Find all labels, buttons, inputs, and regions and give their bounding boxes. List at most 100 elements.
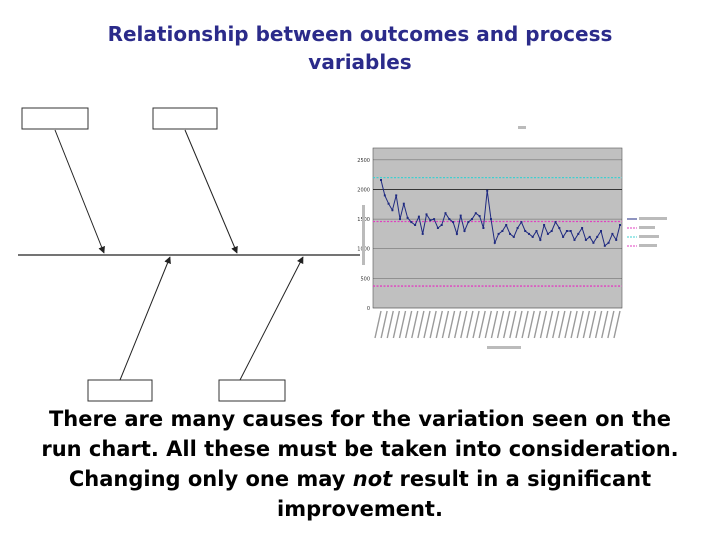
chart-point bbox=[524, 230, 527, 232]
chart-xtick-label-mark bbox=[613, 310, 621, 339]
chart-xtick-label-mark bbox=[404, 310, 413, 339]
chart-xtick-label-mark bbox=[533, 310, 542, 339]
chart-point bbox=[417, 215, 420, 218]
chart-point bbox=[452, 221, 455, 224]
chart-point bbox=[611, 232, 614, 235]
chart-point bbox=[562, 235, 565, 238]
chart-point bbox=[406, 216, 409, 219]
chart-xtick-label-mark bbox=[460, 310, 468, 339]
chart-point bbox=[539, 238, 542, 241]
caption-line-3: Changing only one may not result in a si… bbox=[20, 464, 700, 494]
chart-point bbox=[471, 218, 473, 221]
chart-point bbox=[543, 224, 546, 226]
chart-point bbox=[550, 230, 553, 232]
chart-top-label bbox=[518, 126, 526, 129]
chart-xtick-label-mark bbox=[503, 310, 511, 339]
chart-point bbox=[577, 232, 580, 235]
caption-emphasis: not bbox=[352, 467, 393, 491]
chart-point bbox=[512, 235, 515, 238]
cause-box-bottom-right bbox=[218, 379, 286, 402]
chart-gridlines bbox=[373, 159, 622, 309]
chart-xtick-label-mark bbox=[521, 310, 529, 339]
chart-xtick-label-mark bbox=[539, 310, 548, 339]
chart-point bbox=[505, 224, 508, 226]
caption-line-3-end: result in a significant bbox=[392, 467, 652, 491]
chart-point bbox=[573, 238, 576, 241]
caption-line-4: improvement. bbox=[277, 497, 443, 521]
chart-point bbox=[615, 238, 618, 241]
chart-point bbox=[509, 232, 511, 235]
chart-point bbox=[425, 213, 428, 216]
caption-line-2: run chart. All these must be taken into … bbox=[41, 437, 679, 461]
chart-point bbox=[501, 230, 504, 232]
chart-xtick-label-mark bbox=[374, 310, 382, 339]
chart-ytick-label: 0 bbox=[367, 306, 370, 312]
chart-xtick-labels bbox=[374, 310, 621, 339]
run-chart-plot-area bbox=[372, 147, 623, 309]
chart-point bbox=[516, 227, 519, 229]
chart-point bbox=[402, 202, 405, 205]
chart-series-line bbox=[380, 179, 621, 247]
slide-title: Relationship between outcomes and proces… bbox=[40, 20, 680, 76]
chart-xtick-label-mark bbox=[588, 310, 597, 339]
chart-point bbox=[531, 235, 534, 238]
chart-xtick-label-mark bbox=[484, 310, 492, 339]
chart-point bbox=[448, 218, 451, 221]
chart-xtick-label-mark bbox=[594, 310, 603, 339]
branch-arrow-top-left bbox=[54, 129, 105, 254]
chart-xtick-label-mark bbox=[453, 310, 462, 339]
chart-xtick-label-mark bbox=[527, 310, 535, 339]
chart-xtick-label-mark bbox=[398, 310, 407, 339]
chart-point bbox=[395, 194, 398, 197]
chart-point bbox=[535, 230, 538, 232]
chart-point bbox=[546, 232, 549, 235]
slide-caption: There are many causes for the variation … bbox=[20, 404, 700, 524]
chart-xtick-label-mark bbox=[435, 310, 443, 339]
chart-xtick-label-mark bbox=[380, 310, 388, 339]
chart-xtick-label-mark bbox=[576, 310, 584, 339]
chart-point bbox=[474, 212, 477, 215]
chart-point bbox=[493, 241, 496, 244]
chart-ytick-label: 2000 bbox=[357, 187, 370, 193]
title-line-2: variables bbox=[308, 50, 412, 74]
chart-point bbox=[444, 212, 447, 215]
chart-point bbox=[467, 221, 470, 224]
cause-box-top-left bbox=[21, 107, 89, 130]
chart-y-axis-title bbox=[362, 205, 365, 265]
chart-xtick-label-mark bbox=[552, 310, 560, 339]
chart-point bbox=[459, 214, 462, 217]
branch-arrow-bottom-left bbox=[119, 256, 171, 381]
chart-point bbox=[433, 218, 436, 221]
chart-point bbox=[463, 230, 466, 232]
chart-xtick-label-mark bbox=[466, 310, 474, 339]
chart-point bbox=[490, 218, 492, 221]
chart-xtick-label-mark bbox=[478, 310, 486, 339]
chart-xtick-label-mark bbox=[392, 310, 401, 339]
chart-xtick-label-mark bbox=[515, 310, 523, 339]
chart-point bbox=[414, 224, 417, 226]
chart-xtick-label-mark bbox=[490, 310, 499, 339]
chart-xtick-label-mark bbox=[509, 310, 517, 339]
chart-xtick-label-mark bbox=[564, 310, 572, 339]
title-line-1: Relationship between outcomes and proces… bbox=[107, 22, 613, 46]
chart-point bbox=[410, 221, 413, 224]
branch-arrow-bottom-right bbox=[239, 256, 304, 381]
chart-xtick-label-mark bbox=[411, 310, 419, 339]
caption-line-3-start: Changing only one may bbox=[68, 467, 353, 491]
chart-point bbox=[558, 227, 561, 229]
chart-point bbox=[497, 232, 500, 235]
chart-point bbox=[455, 232, 458, 235]
chart-point bbox=[528, 232, 530, 235]
chart-xtick-label-mark bbox=[386, 310, 394, 339]
chart-point bbox=[584, 238, 587, 241]
chart-point bbox=[436, 227, 439, 229]
chart-point bbox=[399, 218, 401, 221]
chart-xtick-label-mark bbox=[429, 310, 437, 339]
chart-point bbox=[387, 202, 390, 205]
chart-point bbox=[440, 224, 443, 226]
chart-point bbox=[383, 194, 386, 197]
chart-xtick-label-mark bbox=[472, 310, 480, 339]
chart-point bbox=[607, 241, 610, 244]
chart-ytick-label: 2500 bbox=[357, 158, 370, 164]
chart-xtick-label-mark bbox=[423, 310, 431, 339]
